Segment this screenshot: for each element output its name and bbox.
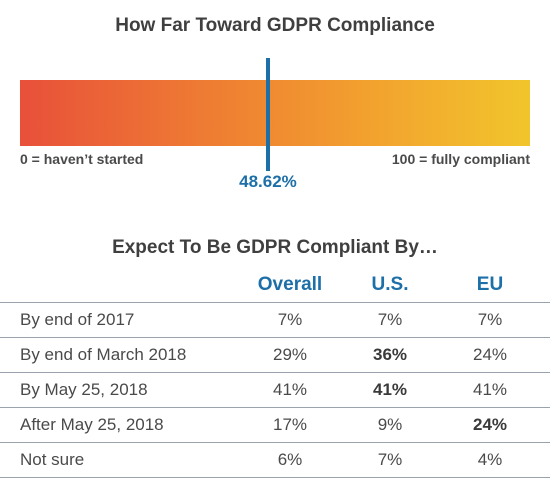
gauge-title: How Far Toward GDPR Compliance — [115, 15, 435, 36]
table-cell: 41% — [430, 372, 550, 408]
table-row: After May 25, 2018 17% 9% 24% — [0, 407, 550, 443]
table-cell: 41% — [230, 372, 350, 408]
table-row: By end of March 2018 29% 36% 24% — [0, 337, 550, 373]
gauge-min-label: 0 = haven’t started — [20, 151, 144, 167]
compliance-table: Overall U.S. EU By end of 2017 7% 7% 7% By e… — [0, 268, 550, 478]
gauge-marker — [265, 58, 270, 171]
row-label: After May 25, 2018 — [0, 407, 230, 443]
table-cell: 4% — [430, 442, 550, 478]
table-row: By end of 2017 7% 7% 7% — [0, 302, 550, 338]
table-cell: 7% — [350, 302, 430, 338]
table-row: By May 25, 2018 41% 41% 41% — [0, 372, 550, 408]
row-label: By May 25, 2018 — [0, 372, 230, 408]
table-cell: 7% — [430, 302, 550, 338]
column-header: U.S. — [371, 274, 409, 295]
table-cell: 24% — [430, 407, 550, 443]
table-cell: 41% — [350, 372, 430, 408]
table-header-row: Overall U.S. EU — [0, 268, 550, 303]
table-cell: 29% — [230, 337, 350, 373]
header-spacer — [0, 268, 230, 303]
row-label: By end of 2017 — [0, 302, 230, 338]
table-cell: 17% — [230, 407, 350, 443]
column-header: EU — [476, 274, 504, 295]
gauge-bar — [20, 80, 530, 146]
gauge-value-label: 48.62% — [239, 172, 297, 191]
column-header: Overall — [257, 274, 323, 295]
table-cell: 9% — [350, 407, 430, 443]
table-row: Not sure 6% 7% 4% — [0, 442, 550, 478]
table-title: Expect To Be GDPR Compliant By… — [112, 237, 438, 258]
table-cell: 36% — [350, 337, 430, 373]
table-cell: 6% — [230, 442, 350, 478]
table-cell: 7% — [350, 442, 430, 478]
table-cell: 7% — [230, 302, 350, 338]
table-cell: 24% — [430, 337, 550, 373]
gauge-max-label: 100 = fully compliant — [391, 151, 530, 167]
row-label: By end of March 2018 — [0, 337, 230, 373]
row-label: Not sure — [0, 442, 230, 478]
